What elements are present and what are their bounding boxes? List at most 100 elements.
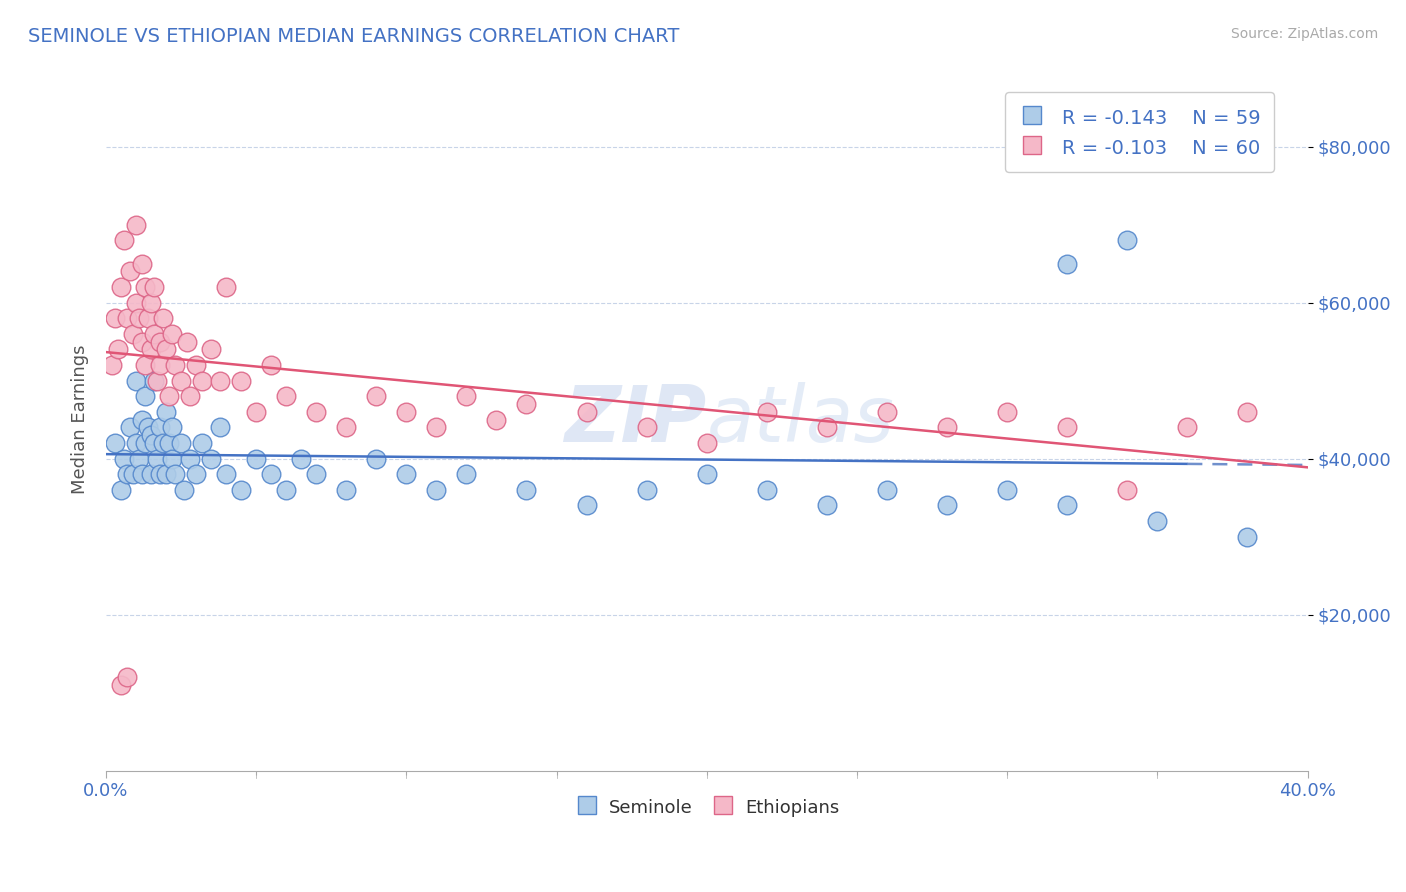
Point: [134, 280, 156, 294]
Point: [134, 389, 156, 403]
Point: [157, 436, 180, 450]
Point: [876, 483, 898, 497]
Point: [115, 670, 138, 684]
Point: [209, 374, 232, 388]
Point: [110, 483, 132, 497]
Point: [170, 374, 193, 388]
Point: [149, 420, 172, 434]
Text: Source: ZipAtlas.com: Source: ZipAtlas.com: [1230, 27, 1378, 41]
Point: [209, 420, 232, 434]
Point: [696, 467, 718, 482]
Point: [139, 467, 162, 482]
Point: [179, 389, 201, 403]
Point: [143, 436, 166, 450]
Point: [191, 374, 214, 388]
Point: [131, 256, 153, 270]
Point: [395, 467, 418, 482]
Point: [191, 436, 214, 450]
Point: [163, 358, 186, 372]
Point: [152, 436, 174, 450]
Point: [179, 451, 201, 466]
Point: [125, 218, 148, 232]
Point: [335, 420, 357, 434]
Point: [335, 483, 357, 497]
Point: [1056, 499, 1078, 513]
Point: [485, 412, 508, 426]
Point: [936, 499, 959, 513]
Point: [163, 467, 186, 482]
Point: [260, 358, 283, 372]
Point: [184, 358, 207, 372]
Point: [305, 467, 328, 482]
Point: [112, 451, 135, 466]
Point: [425, 420, 447, 434]
Point: [155, 405, 177, 419]
Point: [110, 678, 132, 692]
Point: [1056, 256, 1078, 270]
Point: [131, 334, 153, 349]
Point: [101, 358, 124, 372]
Point: [115, 467, 138, 482]
Point: [139, 428, 162, 442]
Point: [245, 405, 267, 419]
Point: [155, 467, 177, 482]
Point: [160, 451, 183, 466]
Point: [936, 420, 959, 434]
Point: [1116, 233, 1139, 247]
Point: [155, 343, 177, 357]
Point: [125, 374, 148, 388]
Point: [1236, 405, 1258, 419]
Point: [215, 467, 238, 482]
Point: [104, 436, 127, 450]
Point: [575, 405, 598, 419]
Point: [229, 483, 252, 497]
Point: [755, 483, 778, 497]
Point: [755, 405, 778, 419]
Point: [115, 311, 138, 326]
Point: [146, 451, 169, 466]
Point: [136, 311, 159, 326]
Point: [245, 451, 267, 466]
Point: [149, 358, 172, 372]
Point: [995, 483, 1018, 497]
Point: [260, 467, 283, 482]
Point: [146, 374, 169, 388]
Point: [149, 467, 172, 482]
Point: [134, 358, 156, 372]
Point: [815, 499, 838, 513]
Point: [1056, 420, 1078, 434]
Point: [200, 451, 222, 466]
Point: [128, 311, 150, 326]
Point: [290, 451, 312, 466]
Point: [575, 499, 598, 513]
Point: [157, 389, 180, 403]
Point: [456, 389, 478, 403]
Point: [1146, 514, 1168, 528]
Point: [515, 483, 537, 497]
Point: [170, 436, 193, 450]
Point: [696, 436, 718, 450]
Point: [276, 483, 298, 497]
Point: [876, 405, 898, 419]
Text: ZIP: ZIP: [564, 382, 707, 458]
Point: [366, 451, 388, 466]
Point: [139, 343, 162, 357]
Point: [456, 467, 478, 482]
Point: [143, 326, 166, 341]
Point: [395, 405, 418, 419]
Point: [173, 483, 195, 497]
Point: [143, 280, 166, 294]
Point: [136, 420, 159, 434]
Point: [112, 233, 135, 247]
Point: [200, 343, 222, 357]
Point: [215, 280, 238, 294]
Point: [160, 326, 183, 341]
Point: [122, 326, 145, 341]
Point: [305, 405, 328, 419]
Point: [131, 467, 153, 482]
Point: [425, 483, 447, 497]
Point: [104, 311, 127, 326]
Point: [229, 374, 252, 388]
Point: [276, 389, 298, 403]
Point: [366, 389, 388, 403]
